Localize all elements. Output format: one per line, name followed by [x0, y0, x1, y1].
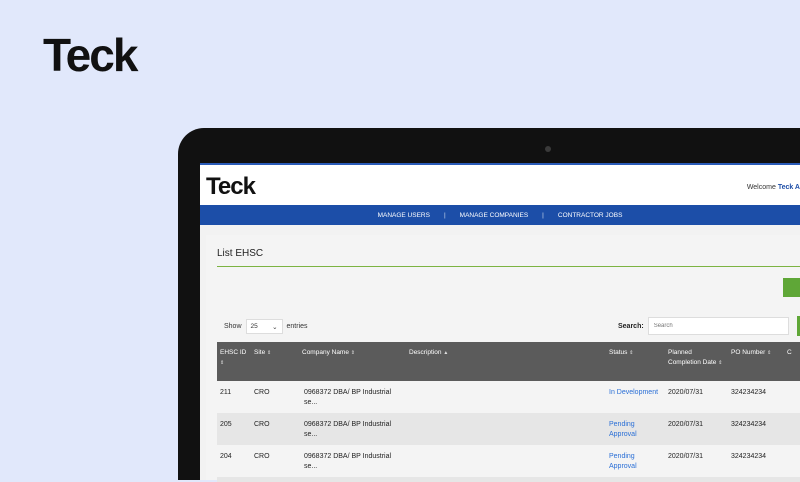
cell-status-link[interactable]: Pending Approval — [609, 453, 637, 470]
show-label: Show — [224, 323, 242, 330]
search-control: Search: — [618, 317, 789, 335]
table-row[interactable]: 211 CRO 0968372 DBA/ BP Industrial se...… — [217, 381, 800, 413]
camera-icon — [545, 146, 551, 152]
cell-description — [406, 381, 606, 413]
sort-icon: ⇕ — [220, 360, 225, 366]
cell-c — [786, 381, 800, 413]
title-divider — [217, 266, 800, 267]
cell-description — [406, 413, 606, 445]
page-title: List EHSC — [217, 248, 264, 259]
col-planned-date[interactable]: Planned Completion Date ⇕ — [665, 342, 728, 381]
entries-control: Show 25 ⌄ entries — [224, 319, 308, 334]
cell-id: 204 — [220, 453, 232, 460]
sort-icon: ⇕ — [350, 350, 355, 356]
cell-status-link[interactable]: In Development — [609, 389, 659, 396]
cell-company: 0968372 DBA/ BP Industrial se... — [304, 389, 392, 406]
cell-c — [786, 445, 800, 477]
col-ehsc-id[interactable]: EHSC ID ⇕ — [217, 342, 251, 381]
sort-icon: ⇕ — [629, 350, 634, 356]
col-label: Status — [609, 349, 628, 356]
cell-site: CRO — [254, 389, 270, 396]
col-c[interactable]: C — [786, 342, 800, 381]
app-logo[interactable]: Teck — [206, 173, 256, 200]
cell-site: CRO — [254, 453, 270, 460]
cell-site: CRO — [251, 413, 298, 445]
main-nav: MANAGE USERS | MANAGE COMPANIES | CONTRA… — [200, 205, 800, 225]
col-label: PO Number — [731, 349, 766, 356]
nav-separator: | — [443, 211, 446, 219]
cell-company: 0968372 DBA/ BP Industrial se... — [304, 453, 392, 470]
col-site[interactable]: Site ⇕ — [251, 342, 298, 381]
table-row[interactable]: 204 CRO 0968372 DBA/ BP Industrial se...… — [217, 445, 800, 477]
col-po-number[interactable]: PO Number ⇕ — [728, 342, 786, 381]
cell-po: 324234234 — [731, 389, 767, 396]
col-label: Planned Completion Date — [668, 349, 717, 366]
ehsc-table: EHSC ID ⇕ Site ⇕ Company Name ⇕ Descript… — [217, 342, 800, 482]
sort-icon: ⇕ — [767, 350, 772, 356]
entries-select[interactable]: 25 ⌄ — [245, 319, 283, 334]
col-status[interactable]: Status ⇕ — [606, 342, 665, 381]
nav-manage-companies[interactable]: MANAGE COMPANIES — [459, 211, 529, 219]
cell-id: 211 — [220, 389, 232, 396]
cell-status-link[interactable]: Pending Approval — [606, 413, 665, 445]
nav-separator: | — [542, 211, 544, 219]
col-company-name[interactable]: Company Name ⇕ — [298, 342, 406, 381]
col-label: Company Name — [302, 349, 349, 356]
search-input[interactable] — [647, 317, 789, 335]
sort-icon: ⇕ — [267, 350, 272, 356]
cell-date: 2020/07/31 — [665, 413, 728, 445]
cell-description — [406, 445, 606, 477]
chevron-down-icon: ⌄ — [272, 324, 278, 331]
cell-po: 324234234 — [731, 453, 767, 460]
entries-label: entries — [286, 323, 308, 330]
teck-logo: Teck — [43, 29, 138, 81]
welcome-label: Welcome — [746, 184, 776, 191]
col-label: Site — [254, 349, 266, 356]
nav-manage-users[interactable]: MANAGE USERS — [377, 211, 430, 219]
cell-date: 2020/07/31 — [668, 453, 704, 460]
app-header: Teck Welcome Teck A — [200, 165, 800, 205]
sort-icon: ⇕ — [718, 360, 723, 366]
entries-value: 25 — [250, 323, 258, 330]
welcome-text: Welcome Teck A — [747, 184, 800, 191]
col-label: Description — [409, 349, 442, 356]
col-label: EHSC ID — [220, 349, 247, 356]
search-button[interactable] — [797, 316, 800, 336]
cell-c — [786, 413, 800, 445]
search-label: Search: — [618, 322, 644, 330]
add-button[interactable] — [783, 278, 800, 297]
cell-po: 324234234 — [728, 413, 786, 445]
table-header-row: EHSC ID ⇕ Site ⇕ Company Name ⇕ Descript… — [217, 342, 800, 381]
table-row[interactable]: 205 CRO 0968372 DBA/ BP Industrial se...… — [217, 413, 800, 445]
user-link[interactable]: Teck A — [777, 184, 800, 191]
col-description[interactable]: Description ▲ — [406, 342, 606, 381]
sort-up-icon: ▲ — [443, 350, 449, 356]
content-panel: List EHSC Show 25 ⌄ entries Search: EHSC … — [206, 235, 800, 482]
cell-id: 205 — [217, 413, 251, 445]
cell-date: 2020/07/31 — [668, 389, 704, 396]
app-screen: Teck Welcome Teck A MANAGE USERS | MANAG… — [200, 163, 800, 482]
nav-contractor-jobs[interactable]: CONTRACTOR JOBS — [557, 211, 623, 219]
cell-company: 0968372 DBA/ BP Industrial se... — [298, 413, 406, 445]
